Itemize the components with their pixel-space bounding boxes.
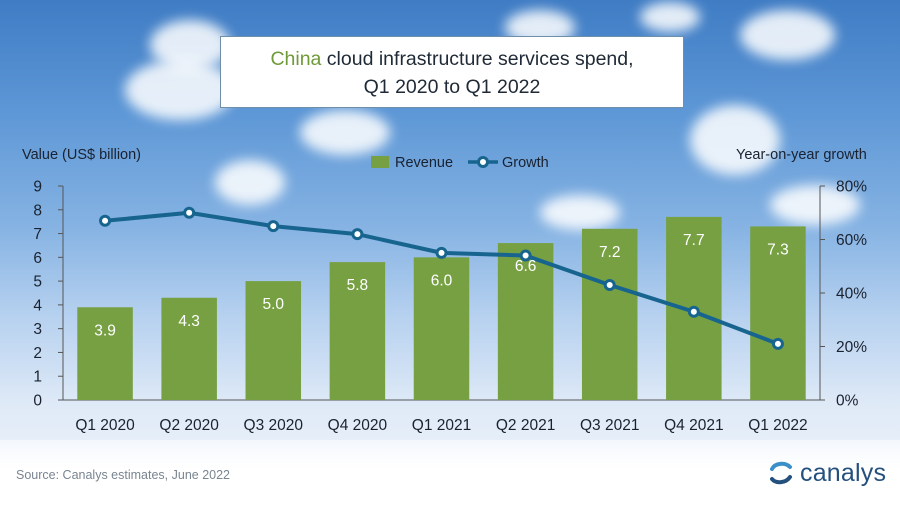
chart-title-line-2: Q1 2020 to Q1 2022 (363, 76, 541, 98)
growth-point (435, 246, 448, 259)
cloud-decoration (640, 2, 700, 32)
revenue-data-label: 5.8 (347, 277, 369, 294)
left-tick-label: 6 (33, 250, 42, 267)
x-tick-label: Q4 2021 (664, 417, 723, 434)
chart-title-text: cloud infrastructure services spend, (321, 48, 634, 70)
right-axis-title: Year-on-year growth (736, 147, 867, 163)
left-tick-label: 8 (33, 202, 42, 219)
revenue-data-label: 7.2 (599, 244, 621, 261)
x-tick-label: Q4 2020 (328, 417, 388, 434)
revenue-bar (329, 262, 386, 400)
revenue-data-label: 3.9 (94, 322, 116, 339)
revenue-bar (581, 228, 638, 400)
revenue-bar (497, 243, 554, 400)
x-tick-label: Q3 2021 (580, 417, 639, 434)
revenue-bar (161, 297, 217, 400)
x-tick-label: Q1 2021 (412, 417, 471, 434)
left-tick-label: 5 (33, 274, 42, 291)
cloud-decoration (540, 195, 620, 230)
x-tick-label: Q1 2020 (75, 417, 135, 434)
revenue-data-label: 7.3 (767, 241, 789, 258)
growth-point (519, 249, 532, 262)
cloud-decoration (690, 105, 780, 175)
right-tick-label: 0% (836, 393, 859, 410)
data-labels: 3.9 4.3 5.0 5.8 6.0 6.6 7.2 7.7 7.3 (94, 232, 788, 339)
left-axis-title: Value (US$ billion) (22, 147, 142, 163)
revenue-bars (77, 216, 806, 400)
left-tick-label: 9 (33, 179, 42, 196)
revenue-data-label: 6.6 (515, 258, 537, 275)
growth-point (267, 220, 280, 233)
legend-growth-marker (477, 156, 489, 168)
revenue-data-label: 5.0 (262, 296, 284, 313)
chart-title-box: China cloud infrastructure services spen… (220, 36, 684, 108)
revenue-bar (750, 226, 806, 400)
revenue-bar (413, 257, 470, 400)
revenue-data-label: 4.3 (178, 313, 200, 330)
left-tick-label: 2 (33, 345, 42, 362)
right-tick-label: 80% (836, 179, 867, 196)
axis-ticks: 0 1 2 3 4 5 6 7 8 9 0% 20% 40% 60% 80% Q1 2020 Q2 2020 Q3… (33, 179, 867, 435)
revenue-data-label: 7.7 (683, 232, 705, 249)
growth-point (687, 305, 700, 318)
right-tick-label: 60% (836, 232, 867, 249)
legend: Revenue Growth (371, 155, 549, 171)
chart-title-line-1: China cloud infrastructure services spen… (221, 45, 683, 73)
brand-name: canalys (800, 458, 887, 487)
cloud-decoration (125, 60, 235, 120)
x-tick-label: Q2 2020 (159, 417, 219, 434)
growth-point (183, 206, 196, 219)
left-tick-label: 7 (33, 226, 42, 243)
cloud-decoration (770, 185, 860, 225)
revenue-data-label: 6.0 (431, 272, 453, 289)
growth-point (771, 337, 784, 350)
growth-point (351, 228, 364, 241)
cloud-decoration (740, 10, 835, 60)
revenue-bar (77, 307, 133, 400)
right-tick-label: 40% (836, 286, 867, 303)
chart-title-highlight: China (270, 48, 322, 70)
legend-revenue-label: Revenue (395, 155, 453, 171)
growth-point (603, 278, 616, 291)
left-tick-label: 3 (33, 321, 42, 338)
cloud-decoration (215, 160, 285, 205)
legend-revenue-swatch (371, 156, 389, 168)
revenue-bar (245, 281, 302, 400)
footer-band (0, 440, 900, 506)
legend-growth-label: Growth (502, 155, 549, 171)
growth-point (99, 214, 112, 227)
x-tick-label: Q3 2020 (244, 417, 304, 434)
cloud-decoration (300, 110, 390, 155)
canalys-logo-icon (770, 461, 792, 485)
left-tick-label: 4 (33, 297, 42, 314)
x-tick-label: Q1 2022 (748, 417, 807, 434)
source-note: Source: Canalys estimates, June 2022 (16, 468, 231, 482)
x-tick-label: Q2 2021 (496, 417, 555, 434)
canalys-logo: canalys (768, 458, 886, 488)
growth-line (99, 206, 784, 350)
left-tick-label: 0 (33, 393, 42, 410)
left-tick-label: 1 (33, 369, 42, 386)
right-tick-label: 20% (836, 339, 867, 356)
